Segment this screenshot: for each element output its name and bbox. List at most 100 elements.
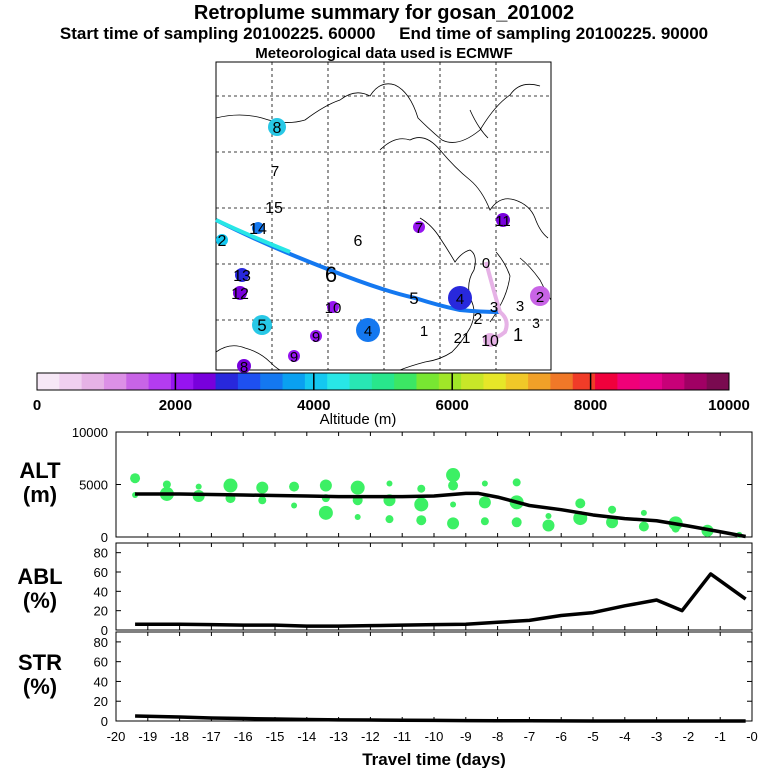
y-tick-label: 40 [94, 674, 108, 689]
y-tick-label: 0 [101, 530, 108, 545]
x-tick-label: -1 [714, 729, 726, 744]
map-marker-circle [413, 221, 425, 233]
map-marker-circle [268, 118, 286, 136]
x-tick-label: -16 [234, 729, 253, 744]
map-track-number: 15 [265, 200, 283, 217]
panel-frame [115, 542, 753, 631]
map-marker-circle [356, 318, 380, 342]
chart-title: Retroplume summary for gosan_201002 [193, 2, 575, 24]
altitude-scatter-point [638, 521, 649, 532]
map-marker-circle [496, 213, 510, 227]
altitude-scatter-point [608, 505, 617, 514]
x-tick-label: -7 [524, 729, 536, 744]
altitude-scatter-point [478, 496, 491, 509]
colorbar-swatch [550, 373, 574, 390]
colorbar-swatch [37, 373, 60, 390]
map-track-number: 5 [409, 289, 418, 308]
x-tick-label: -4 [619, 729, 631, 744]
altitude-scatter-point [447, 517, 460, 530]
colorbar-frame [36, 372, 730, 391]
altitude-scatter-point [289, 481, 300, 492]
colorbar-swatch [170, 373, 194, 390]
map-track-number: 2 [474, 311, 483, 328]
map-track-number: 10 [481, 333, 499, 350]
y-tick-label: 80 [94, 635, 108, 650]
altitude-scatter-point [256, 481, 269, 494]
colorbar-tick-label: 10000 [708, 397, 750, 414]
colorbar-swatch [639, 373, 663, 390]
map-track-number: 11 [495, 213, 511, 230]
colorbar-swatch [81, 373, 105, 390]
colorbar-swatch [528, 373, 551, 390]
alt-label-line2: (m) [23, 482, 57, 507]
colorbar-swatch [438, 373, 462, 390]
x-tick-label: -6 [555, 729, 567, 744]
colorbar-swatch [327, 373, 351, 390]
map-track-number: 14 [249, 221, 267, 238]
series-line [135, 491, 746, 539]
altitude-scatter-point [386, 480, 393, 487]
map-marker-circle [235, 268, 249, 282]
colorbar-swatch [349, 373, 373, 390]
colorbar-swatch [193, 373, 217, 390]
altitude-scatter-point [223, 478, 238, 493]
altitude-scatter-point [258, 496, 267, 505]
map-marker-circle [448, 286, 472, 310]
map-marker-circle [327, 301, 339, 313]
colorbar-swatch [394, 373, 417, 390]
colorbar-swatch [215, 373, 239, 390]
map-track-number: 8 [240, 359, 248, 376]
map-track-number: 9 [312, 329, 320, 346]
map-track-number: 3 [532, 315, 540, 331]
x-tick-label: -0 [746, 729, 758, 744]
colorbar-swatch [304, 373, 328, 390]
altitude-scatter-point [512, 478, 521, 487]
colorbar-swatch [103, 373, 127, 390]
x-tick-label: -12 [361, 729, 380, 744]
map-track-number: 2 [218, 233, 227, 250]
series-line [135, 572, 747, 628]
map-marker-circle [288, 350, 300, 362]
colorbar-tick-label: 6000 [436, 397, 469, 414]
colorbar-axis-label: Altitude (m) [320, 411, 397, 428]
y-tick-label: 10000 [72, 425, 108, 440]
colorbar-tick-label: 0 [33, 397, 41, 414]
str-label-line1: STR [18, 650, 62, 675]
y-tick-label: 20 [94, 694, 108, 709]
map-track-number: 9 [290, 349, 298, 366]
altitude-scatter-point [446, 468, 461, 483]
end-time-label: End time of sampling 20100225. 90000 [399, 24, 709, 43]
altitude-scatter-point [319, 479, 332, 492]
x-tick-label: -3 [651, 729, 663, 744]
map-track-number: 0 [482, 255, 490, 272]
alt-label-line1: ALT [19, 458, 61, 483]
altitude-scatter-point [414, 497, 429, 512]
x-tick-label: -15 [266, 729, 285, 744]
altitude-scatter-point [417, 484, 426, 493]
altitude-scatter-point [318, 505, 333, 520]
map-track-number: 6 [354, 233, 363, 250]
map-track-number: 8 [273, 120, 282, 137]
colorbar-swatch [617, 373, 641, 390]
map-track-number: 4 [364, 323, 372, 340]
panel-frame [115, 631, 753, 722]
altitude-scatter-point [480, 517, 489, 526]
colorbar-swatch [684, 373, 708, 390]
map-track-number: 5 [257, 316, 266, 335]
map-track-number: 7 [271, 163, 279, 180]
map-marker-circle [237, 359, 251, 373]
colorbar-swatch [371, 373, 395, 390]
series-line [135, 714, 746, 723]
trajectory-path-late [484, 261, 509, 342]
map-marker-circle [233, 286, 247, 300]
map-track-number: 4 [456, 291, 464, 308]
altitude-scatter-point [130, 473, 141, 484]
map-track-number: 13 [233, 268, 251, 285]
map-track-number: 3 [490, 299, 498, 316]
altitude-scatter-point [416, 515, 427, 526]
colorbar-swatch [148, 373, 172, 390]
altitude-scatter-point [195, 483, 202, 490]
colorbar-swatch [59, 373, 83, 390]
x-tick-label: -2 [683, 729, 695, 744]
